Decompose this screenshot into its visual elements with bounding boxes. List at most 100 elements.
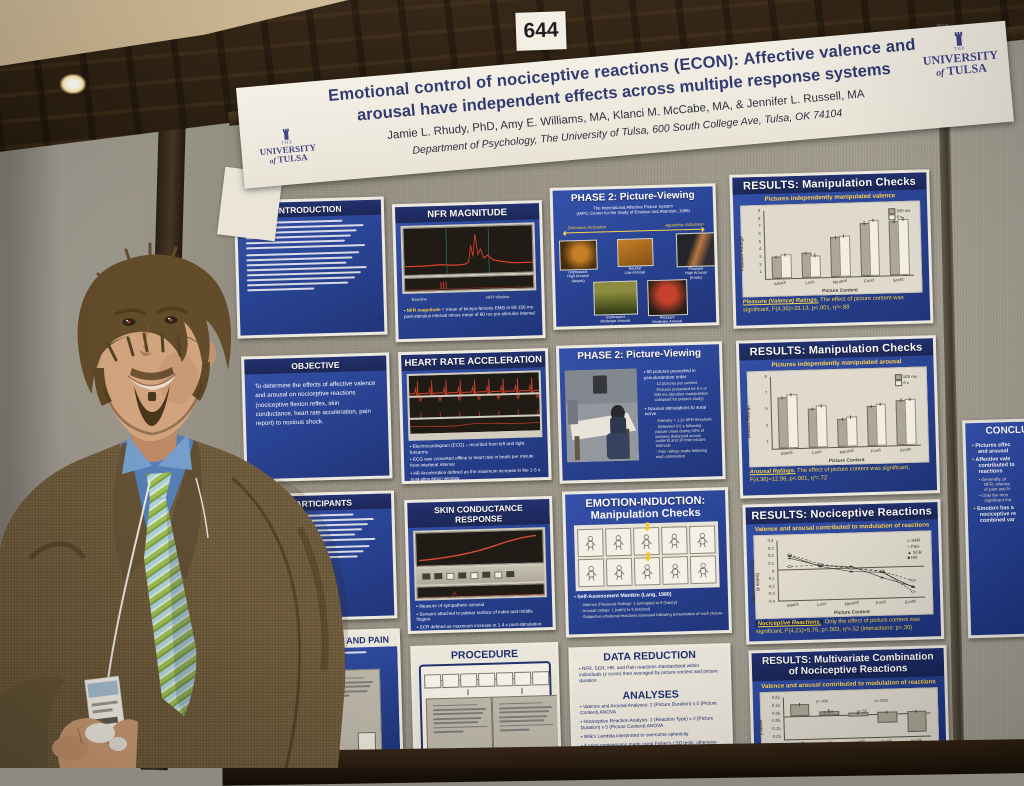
legend: ◇ NFR ○ Pain ▲ SCR ■ HR [907,538,922,562]
y-tick-label: 9 [757,208,761,214]
poster-number-tag: 644 [515,11,567,51]
defensive-activation-label: Defensive Activation [567,224,607,231]
blurred-text-line [432,703,477,707]
y-tick-label: 6 [758,231,761,237]
sideburn-right [192,362,210,401]
data-reduction-bullet: NFR, SCR, HR, and Pain reactions standar… [579,663,721,686]
panel-title: PROCEDURE [450,647,519,662]
bar [904,398,917,446]
error-bar [870,404,872,409]
emg-graph [400,222,537,295]
shirt-collar-left [122,436,152,474]
y-tick-label: 0.3 [767,545,774,551]
y-tick-label: 4 [758,246,762,252]
hair-fringe [106,332,182,362]
chart-caption: Arousal Ratings. The effect of picture c… [749,464,910,483]
ceiling-light [60,74,86,94]
error-bar [863,221,865,225]
conference-photo-scene: INTRODUCTION OBJECTIVE To determine the … [0,0,1024,768]
ecg-graph [406,370,543,441]
y-tick-label: 8 [758,215,761,221]
plot-area: ◇ NFR ○ Pain ▲ SCR ■ HR [776,536,926,602]
sam-figure [689,555,717,585]
bar [897,218,911,276]
blurred-text-line [498,701,543,705]
legend-label: 6 s [903,380,909,386]
error-bar [843,234,845,239]
panel-title: PHASE 2: Picture-Viewing [577,347,702,363]
bar [845,416,858,447]
scr-bullets: Measure of sympathetic arousalSensors at… [410,600,553,631]
sub-bullets: 12 pictures per contentPictures presente… [642,380,718,403]
error-bar [820,403,822,408]
food-caption: Pleasant Moderate Arousal (Food) [652,315,683,327]
panel-heart-rate: HEART RATE ACCELERATION [398,347,552,485]
bar [838,235,851,277]
hair [77,254,232,394]
sam-figure [633,526,660,556]
chinstrap-beard [102,383,204,436]
neutral-caption: Neutral Low Arousal [624,266,646,276]
flow-detail-lines [496,701,555,732]
emg-trace [404,226,533,274]
university-of-tulsa-logo: THE UNIVERSITY of TULSA [921,28,1000,81]
error-bar [879,402,881,406]
amplifier-device-face [416,565,545,585]
y-tick-label: 9 [764,373,767,379]
trace-axis-labels: Baseline NFR Window [411,294,527,302]
panel-title: HEART RATE ACCELERATION [401,351,546,372]
heart-rate-bullet: Electrocardiogram (ECG) – recorded from … [410,440,542,455]
sideburn-left [94,368,112,406]
bar [875,403,888,446]
legend-label: 6 s [896,214,903,220]
x-tick-label: Erotic [893,276,906,284]
p-value-annotation: p=.009 [815,698,828,704]
error-bar [790,392,792,397]
y-tick-label: 7 [764,390,768,396]
nociceptive-line-chart: Response Magnitude (z score) 0.4 0.3 0.2 0.… [749,530,934,620]
y-tick-label: 0 [771,568,775,574]
error-bar [805,251,807,256]
held-paper [85,723,115,743]
blurred-text-line [499,710,550,714]
bar [877,711,898,723]
scr-bullet: SCR defined as maximum increase in 1-4 s… [417,621,547,630]
sam-scale-image [573,521,720,592]
y-tick-label: 0.2 [767,553,774,559]
scr-baseline-trace [417,590,544,599]
error-bar [872,218,874,223]
nose [143,323,149,349]
arrow-marker [645,522,649,529]
panel-nfr-magnitude: NFR MAGNITUDE [391,200,546,343]
panel-results-arousal: RESULTS: Manipulation Checks Pictures in… [735,335,941,499]
sam-figure [633,556,661,586]
panel-results-nociceptive: RESULTS: Nociceptive Reactions Valence a… [742,499,945,645]
y-tick-label: -0.1 [767,575,775,582]
y-tick-label: 0.1 [768,560,775,566]
x-tick-label: Attack [773,279,787,287]
lab-photo [564,368,640,463]
sam-sub-bullets: Valence (Pleasure) Ratings: 1 (unhappy) … [568,599,728,621]
blurred-text-line [499,728,530,732]
y-tick-label: 5 [758,238,762,244]
y-tick-label: 0.05 [772,710,781,716]
baseline-label: Baseline [411,296,427,302]
forearm-left [0,677,66,768]
eyebrow-left [114,308,146,316]
loss-picture [593,280,639,316]
bar [780,254,792,279]
panel-emotion-induction: EMOTION-INDUCTION: Manipulation Checks S… [561,487,732,638]
ecg-traces [408,372,541,434]
plot-area: 500 ms 6 s [769,372,921,450]
forearm-right [150,713,266,768]
nfr-window-label: NFR Window [485,294,510,300]
y-axis-label: Pleasure Ratings [738,236,745,272]
tower-icon [283,128,290,140]
stimulus-marker-trace [405,281,534,291]
scr-bullet: Sensors attached to palmar surface of in… [416,608,546,623]
tower-icon [954,31,963,47]
p-value-annotation: p=.55 [857,709,867,714]
poster-title-banner: Emotional control of nociceptive reactio… [236,20,1014,189]
